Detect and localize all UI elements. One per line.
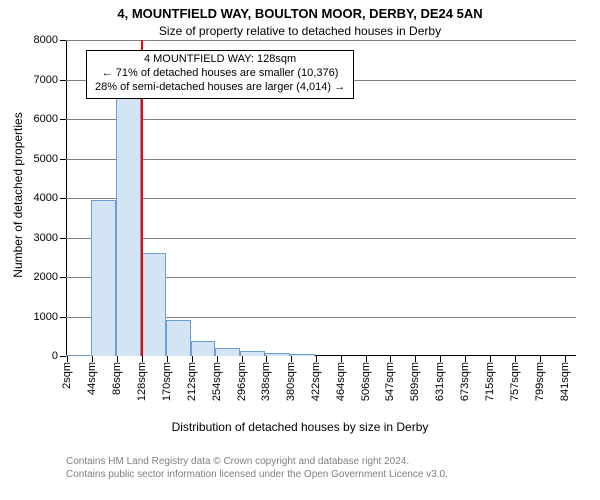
x-tick-label: 422sqm	[310, 362, 322, 401]
histogram-bar	[141, 253, 166, 356]
annotation-line-2: ← 71% of detached houses are smaller (10…	[95, 67, 345, 81]
x-tick-label: 380sqm	[285, 362, 297, 401]
annotation-line-1: 4 MOUNTFIELD WAY: 128sqm	[95, 53, 345, 67]
y-tick-label: 4000	[20, 192, 58, 204]
x-tick-label: 715sqm	[484, 362, 496, 401]
y-tick-label: 3000	[20, 232, 58, 244]
y-tick-mark	[60, 238, 66, 239]
x-tick-label: 212sqm	[186, 362, 198, 401]
x-tick-label: 254sqm	[211, 362, 223, 401]
y-tick-mark	[60, 159, 66, 160]
y-tick-label: 5000	[20, 153, 58, 165]
y-tick-mark	[60, 277, 66, 278]
histogram-bar	[215, 348, 240, 356]
histogram-bar	[116, 87, 141, 356]
x-tick-label: 338sqm	[260, 362, 272, 401]
y-tick-mark	[60, 356, 66, 357]
histogram-bar	[66, 355, 91, 356]
x-tick-label: 673sqm	[459, 362, 471, 401]
histogram-bar	[265, 353, 290, 356]
footer-line-2: Contains public sector information licen…	[66, 468, 448, 481]
y-tick-label: 1000	[20, 311, 58, 323]
annotation-box: 4 MOUNTFIELD WAY: 128sqm ← 71% of detach…	[86, 50, 354, 99]
histogram-bar	[91, 200, 116, 356]
y-tick-mark	[60, 119, 66, 120]
x-tick-label: 464sqm	[335, 362, 347, 401]
y-tick-mark	[60, 198, 66, 199]
histogram-bar	[191, 341, 216, 356]
x-tick-label: 296sqm	[236, 362, 248, 401]
y-tick-mark	[60, 40, 66, 41]
histogram-bar	[166, 320, 191, 356]
histogram-bar	[240, 351, 265, 356]
annotation-line-3: 28% of semi-detached houses are larger (…	[95, 81, 345, 95]
x-tick-label: 589sqm	[409, 362, 421, 401]
x-tick-label: 170sqm	[161, 362, 173, 401]
y-tick-label: 7000	[20, 74, 58, 86]
x-tick-label: 2sqm	[61, 362, 73, 389]
chart-title-main: 4, MOUNTFIELD WAY, BOULTON MOOR, DERBY, …	[0, 6, 600, 21]
y-tick-label: 6000	[20, 113, 58, 125]
footer-text: Contains HM Land Registry data © Crown c…	[66, 455, 448, 481]
chart-container: 4, MOUNTFIELD WAY, BOULTON MOOR, DERBY, …	[0, 0, 600, 500]
x-tick-label: 547sqm	[384, 362, 396, 401]
x-tick-label: 799sqm	[534, 362, 546, 401]
x-tick-label: 631sqm	[434, 362, 446, 401]
x-tick-label: 86sqm	[111, 362, 123, 395]
x-tick-label: 44sqm	[86, 362, 98, 395]
x-axis-label: Distribution of detached houses by size …	[0, 420, 600, 434]
x-tick-label: 757sqm	[509, 362, 521, 401]
y-tick-mark	[60, 317, 66, 318]
y-tick-label: 8000	[20, 34, 58, 46]
x-tick-label: 841sqm	[559, 362, 571, 401]
footer-line-1: Contains HM Land Registry data © Crown c…	[66, 455, 448, 468]
histogram-bar	[290, 354, 315, 356]
x-tick-label: 506sqm	[360, 362, 372, 401]
chart-title-sub: Size of property relative to detached ho…	[0, 24, 600, 38]
y-tick-label: 0	[20, 350, 58, 362]
y-tick-label: 2000	[20, 271, 58, 283]
x-tick-label: 128sqm	[136, 362, 148, 401]
y-tick-mark	[60, 80, 66, 81]
